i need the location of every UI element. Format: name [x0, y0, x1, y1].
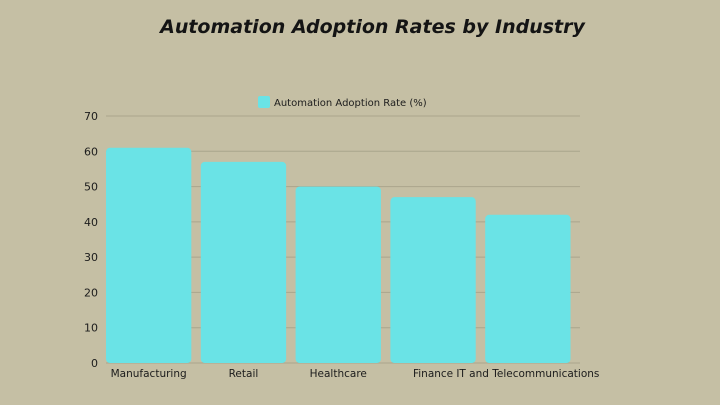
y-tick-label: 10	[84, 322, 98, 335]
y-tick-label: 70	[84, 110, 98, 123]
x-tick-label: IT and Telecommunications	[456, 368, 599, 380]
x-axis-labels: Manufacturing Retail Healthcare Finance IT a…	[111, 368, 600, 380]
y-tick-label: 50	[84, 181, 98, 194]
bar	[390, 197, 476, 363]
y-tick-label: 20	[84, 286, 98, 299]
legend-label: Automation Adoption Rate (%)	[274, 98, 427, 109]
x-tick-label: Manufacturing	[111, 368, 187, 380]
chart-title: Automation Adoption Rates by Industry	[160, 16, 585, 38]
bars	[106, 147, 571, 363]
x-tick-label: Finance	[413, 368, 453, 380]
x-tick-label: Healthcare	[310, 368, 367, 380]
bar	[485, 214, 571, 363]
legend-swatch	[258, 96, 270, 108]
bar	[106, 147, 192, 363]
bar	[200, 161, 287, 363]
y-tick-label: 0	[91, 357, 98, 370]
y-tick-label: 60	[84, 145, 98, 158]
y-tick-label: 40	[84, 216, 98, 229]
y-tick-label: 30	[84, 251, 98, 264]
x-tick-label: Retail	[229, 368, 259, 380]
legend: Automation Adoption Rate (%)	[258, 96, 427, 109]
y-axis-ticks: 0 10 20 30 40 50 60 70	[84, 110, 98, 370]
bar	[295, 186, 381, 363]
